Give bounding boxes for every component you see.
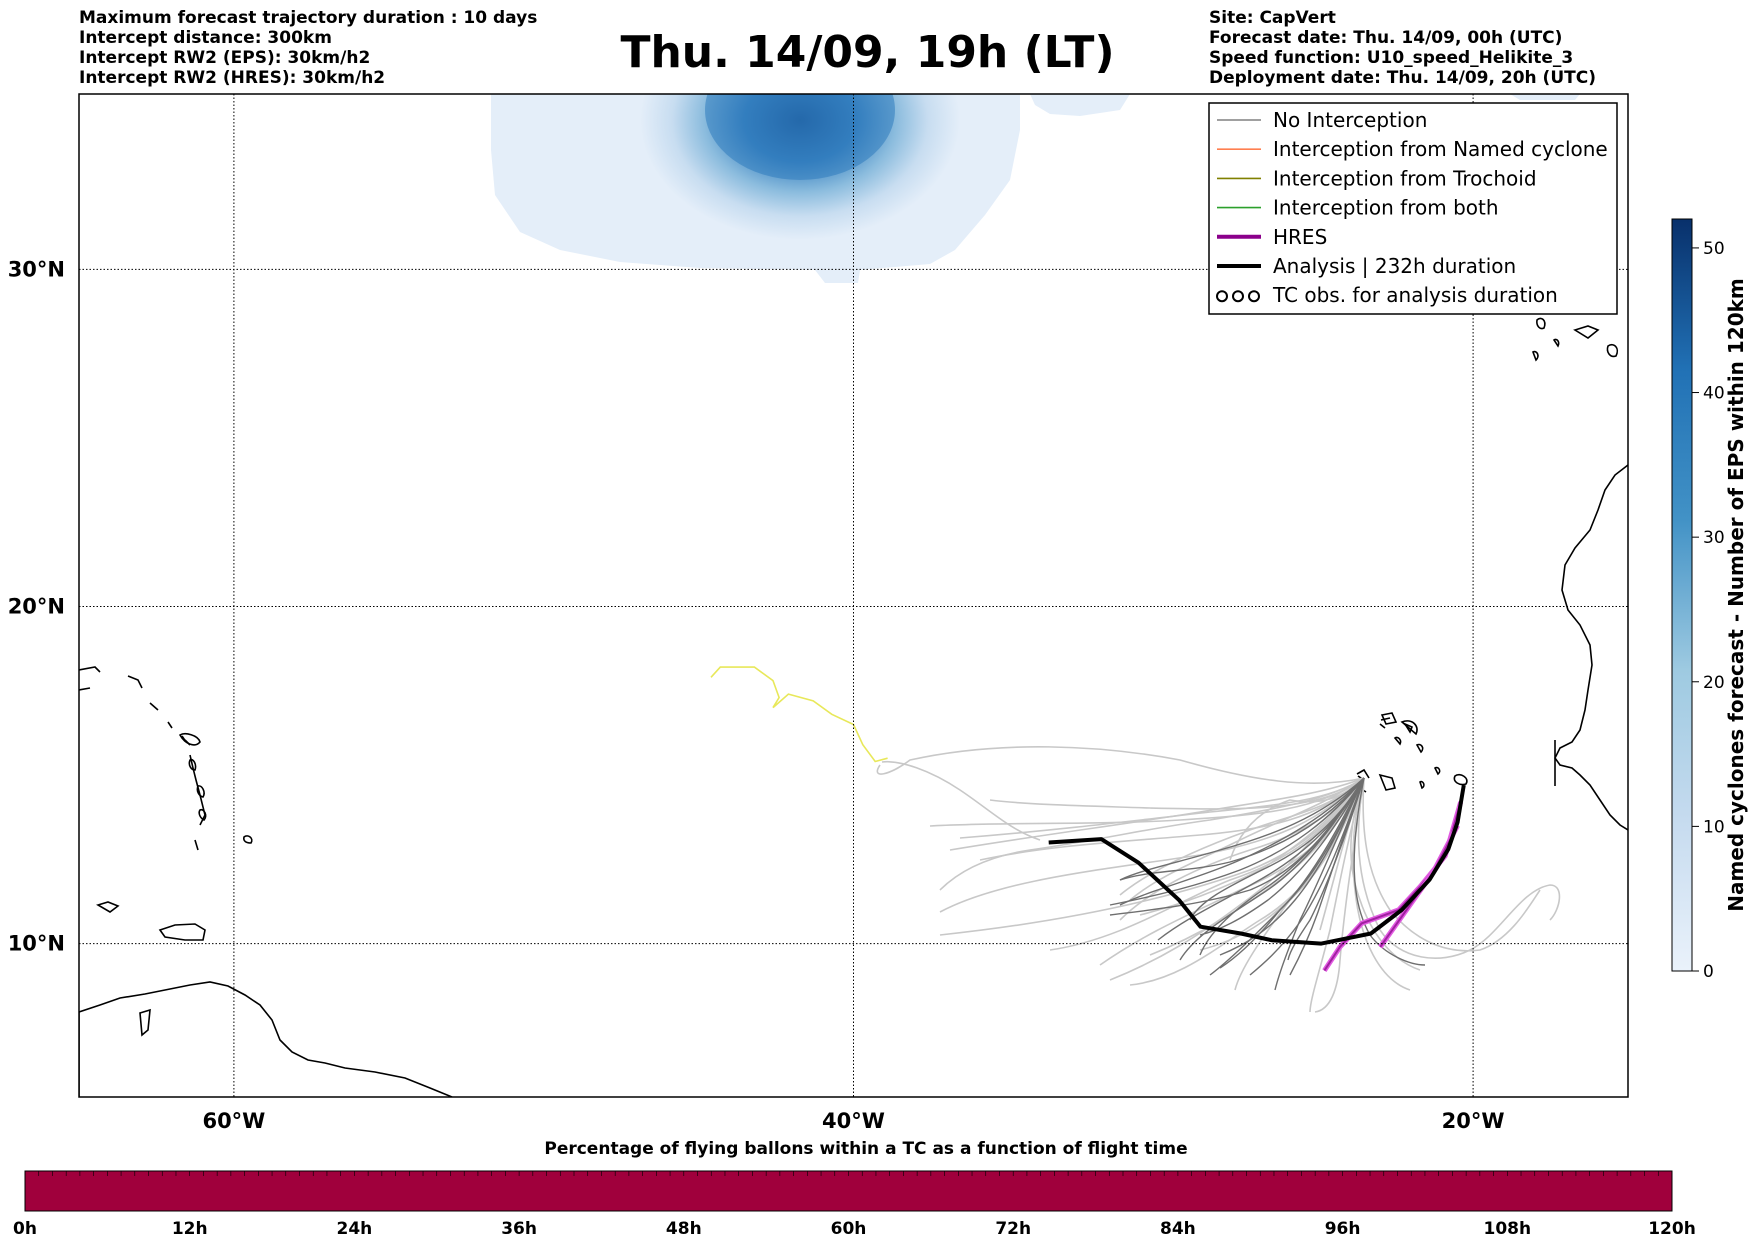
time-bar-tick-label: 24h	[337, 1219, 373, 1239]
header-line: Intercept distance: 300km	[79, 28, 332, 48]
trajectory-to-yellow	[881, 760, 1041, 841]
lat-label: 10°N	[8, 932, 65, 956]
map-frame	[78, 93, 1629, 1098]
latitude-labels: 30°N 20°N 10°N	[8, 257, 65, 955]
colorbar-tick-label: 10	[1703, 817, 1725, 837]
cyclone-colorbar: 0 10 20 30 40 50 Named cyclones forecast - Nu…	[1671, 218, 1748, 982]
cape-verde-islands	[1380, 712, 1398, 725]
legend-label: Interception from Named cyclone	[1273, 137, 1608, 161]
tc-obs-symbol-icon	[1216, 290, 1228, 303]
header-line: Site: CapVert	[1209, 8, 1336, 28]
time-bar-tick-label: 84h	[1160, 1219, 1196, 1239]
time-bar-tick-label: 72h	[995, 1219, 1031, 1239]
cyclone-density-shading	[491, 94, 1580, 283]
lon-label: 20°W	[1442, 1109, 1505, 1133]
time-bar-tick-label: 36h	[501, 1219, 537, 1239]
header-line: Speed function: U10_speed_Helikite_3	[1209, 48, 1574, 68]
flight-time-bar: Percentage of flying ballons within a TC…	[13, 1139, 1696, 1239]
caribbean-islands	[79, 666, 187, 743]
legend-label: TC obs. for analysis duration	[1272, 283, 1558, 307]
legend-label: HRES	[1273, 225, 1327, 249]
time-bar-tick-label: 0h	[13, 1219, 37, 1239]
lon-label: 40°W	[822, 1109, 885, 1133]
time-bar-tick-label: 96h	[1325, 1219, 1361, 1239]
time-bar-tick-label: 48h	[666, 1219, 702, 1239]
trinidad-island	[158, 923, 206, 941]
time-bar-tick-label: 60h	[831, 1219, 867, 1239]
time-bar-tick-label: 108h	[1484, 1219, 1532, 1239]
time-bar-title: Percentage of flying ballons within a TC…	[544, 1139, 1187, 1159]
map-title: Thu. 14/09, 19h (LT)	[620, 27, 1115, 78]
legend-label: No Interception	[1273, 108, 1427, 132]
header-line: Maximum forecast trajectory duration : 1…	[79, 8, 538, 28]
header-line: Deployment date: Thu. 14/09, 20h (UTC)	[1209, 68, 1596, 88]
header-left-info: Maximum forecast trajectory duration : 1…	[79, 8, 537, 88]
tc-obs-symbol-icon	[1248, 290, 1260, 303]
lat-label: 20°N	[8, 594, 65, 618]
time-bar	[24, 1170, 1673, 1212]
lon-label: 60°W	[202, 1109, 265, 1133]
colorbar-gradient	[1671, 218, 1693, 972]
south-america-coast	[79, 981, 453, 1097]
legend-label: Interception from both	[1273, 196, 1499, 220]
header-line: Intercept RW2 (EPS): 30km/h2	[79, 48, 371, 68]
header-line: Intercept RW2 (HRES): 30km/h2	[79, 68, 386, 88]
legend-label: Analysis | 232h duration	[1273, 254, 1516, 278]
map-legend: No Interception Interception from Named c…	[1208, 102, 1618, 315]
colorbar-tick-label: 30	[1703, 528, 1725, 548]
colorbar-tick-label: 40	[1703, 384, 1725, 404]
header-right-info: Site: CapVert Forecast date: Thu. 14/09,…	[1209, 8, 1596, 88]
canary-islands	[1536, 317, 1546, 330]
colorbar-tick-label: 0	[1703, 962, 1714, 982]
lat-label: 30°N	[8, 257, 65, 281]
time-bar-tick-label: 12h	[172, 1219, 208, 1239]
time-bar-tick-label: 120h	[1648, 1219, 1696, 1239]
longitude-labels: 60°W 40°W 20°W	[202, 1109, 1504, 1133]
colorbar-tick-label: 50	[1703, 239, 1725, 259]
legend-label: Interception from Trochoid	[1273, 166, 1537, 190]
graticule	[79, 94, 1628, 1097]
legend-box	[1208, 102, 1618, 315]
analysis-track	[1048, 784, 1466, 946]
coastlines	[79, 317, 1628, 1097]
header-line: Forecast date: Thu. 14/09, 00h (UTC)	[1209, 28, 1563, 48]
tc-obs-symbol-icon	[1232, 290, 1244, 303]
africa-coast	[1554, 464, 1628, 831]
colorbar-title: Named cyclones forecast - Number of EPS …	[1724, 278, 1748, 912]
colorbar-tick-label: 20	[1703, 673, 1725, 693]
eps-cyclone-track	[710, 666, 888, 763]
